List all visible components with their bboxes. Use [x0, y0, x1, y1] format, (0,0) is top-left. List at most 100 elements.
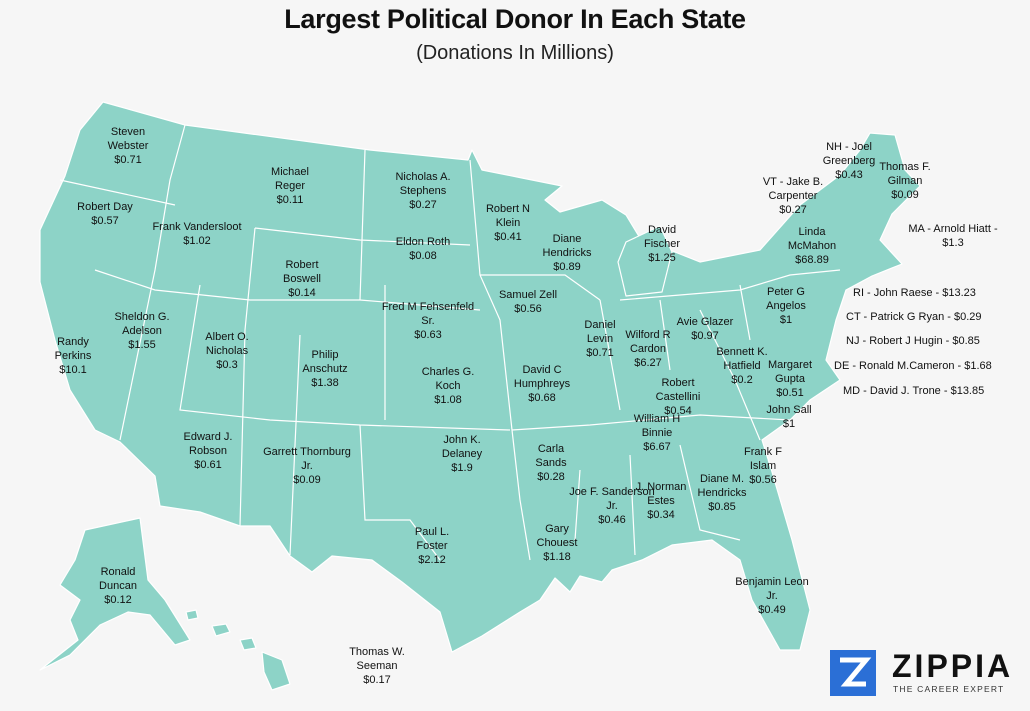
donor-name: Fred M Fehsenfeld Sr.: [381, 301, 475, 327]
state-borders: [59, 124, 841, 561]
title: Largest Political Donor In Each State: [284, 4, 746, 34]
donation-amount: $0.61: [194, 459, 222, 471]
state-label: Samuel Zell $0.56: [498, 288, 558, 316]
donor-name: Robert Boswell: [283, 259, 321, 285]
donation-amount: $6.27: [634, 357, 662, 369]
state-label: Joe F. Sanderson Jr. $0.46: [567, 485, 657, 527]
donor-name: Peter G Angelos: [766, 286, 806, 312]
state-label: Nicholas A. Stephens $0.27: [383, 170, 463, 212]
state-label: Diane M. Hendricks $0.85: [682, 472, 762, 514]
state-label: Linda McMahon $68.89: [782, 225, 842, 267]
hawaii-3: [239, 637, 257, 651]
logo-tagline: THE CAREER EXPERT: [893, 684, 1005, 694]
donor-name: Charles G. Koch: [421, 366, 475, 392]
michigan: [617, 225, 673, 297]
state-callout: MD - David J. Trone - $13.85: [843, 385, 985, 397]
hawaii-4: [261, 651, 291, 691]
border: [239, 227, 441, 561]
state-label: Gary Chouest $1.18: [527, 522, 587, 564]
donor-name: David C Humphreys: [513, 364, 571, 390]
donor-name: Edward J. Robson: [183, 431, 233, 457]
state-label: Diane Hendricks $0.89: [532, 232, 602, 274]
donation-amount: $2.12: [418, 554, 446, 566]
state-label: Paul L. Foster $2.12: [402, 525, 462, 567]
state-callout: NJ - Robert J Hugin - $0.85: [846, 335, 980, 347]
donation-amount: $0.27: [779, 204, 807, 216]
donor-name: Samuel Zell: [498, 289, 558, 301]
donation-amount: $68.89: [795, 254, 829, 266]
donation-amount: $0.49: [758, 604, 786, 616]
donation-amount: $0.71: [586, 347, 614, 359]
border: [119, 124, 186, 441]
donation-amount: $0.27: [409, 199, 437, 211]
donor-name: Joe F. Sanderson Jr.: [569, 486, 655, 512]
donor-name: Frank F Islam: [744, 446, 782, 472]
border: [619, 269, 841, 441]
state-label: Thomas W. Seeman $0.17: [337, 645, 417, 687]
donation-amount: $0.41: [494, 231, 522, 243]
donor-name: Frank Vandersloot: [152, 221, 242, 233]
state-label: Bennett K. Hatfield $0.2: [712, 345, 772, 387]
donor-name: Robert Day: [77, 201, 133, 213]
donor-name: Bennett K. Hatfield: [716, 346, 768, 372]
donation-amount: $1: [782, 418, 796, 430]
state-label: NH - Joel Greenberg $0.43: [814, 140, 884, 182]
state-label: Philip Anschutz $1.38: [290, 348, 360, 390]
state-label: Wilford R Cardon $6.27: [618, 328, 678, 370]
state-label: Benjamin Leon Jr. $0.49: [732, 575, 812, 617]
donation-amount: $0.71: [114, 154, 142, 166]
donor-name: Carla Sands: [535, 443, 567, 469]
donor-name: NH - Joel Greenberg: [822, 141, 876, 167]
state-label: Daniel Levin $0.71: [570, 318, 630, 360]
donor-name: John K. Delaney: [441, 434, 483, 460]
donor-name: Thomas W. Seeman: [349, 646, 405, 672]
donor-name: J. Norman Estes: [635, 481, 687, 507]
donor-name: Daniel Levin: [584, 319, 616, 345]
state-label: David Fischer $1.25: [632, 223, 692, 265]
state-label: John K. Delaney $1.9: [427, 433, 497, 475]
state-label: VT - Jake B. Carpenter $0.27: [756, 175, 831, 217]
donation-amount: $0.63: [414, 329, 442, 341]
donor-name: Ronald Duncan: [99, 566, 137, 592]
hawaii-1: [185, 609, 199, 621]
donor-name: Linda McMahon: [787, 226, 837, 252]
donor-name: John Sall: [766, 404, 812, 416]
donor-name: Eldon Roth: [395, 236, 451, 248]
hawaii-2: [211, 623, 231, 637]
donation-amount: $0.28: [537, 471, 565, 483]
state-label: Edward J. Robson $0.61: [173, 430, 243, 472]
state-label: David C Humphreys $0.68: [507, 363, 577, 405]
state-label: Charles G. Koch $1.08: [413, 365, 483, 407]
donor-name: Margaret Gupta: [767, 359, 813, 385]
donation-amount: $0.09: [293, 474, 321, 486]
donation-amount: $0.56: [749, 474, 777, 486]
donation-amount: $0.51: [776, 387, 804, 399]
donation-amount: $1.9: [451, 462, 473, 474]
donation-amount: $1.18: [543, 551, 571, 563]
donor-name: Garrett Thornburg Jr.: [263, 446, 351, 472]
donor-name: Thomas F. Gilman: [879, 161, 931, 187]
donor-name: Benjamin Leon Jr.: [735, 576, 809, 602]
donation-amount: $0.97: [691, 330, 719, 342]
contiguous-us: [39, 101, 921, 653]
donation-amount: $0.34: [647, 509, 675, 521]
state-label: Robert Castellini $0.54: [643, 376, 713, 418]
donation-amount: $0.43: [835, 169, 863, 181]
state-callout: CT - Patrick G Ryan - $0.29: [846, 311, 982, 323]
state-label: Michael Reger $0.11: [260, 165, 320, 207]
state-label: Frank F Islam $0.56: [733, 445, 793, 487]
donation-amount: $0.08: [409, 250, 437, 262]
donation-amount: $1: [779, 314, 793, 326]
donor-name: Nicholas A. Stephens: [395, 171, 451, 197]
border: [179, 149, 511, 431]
state-label: Peter G Angelos $1: [751, 285, 821, 327]
donor-name: Sheldon G. Adelson: [114, 311, 170, 337]
donor-name: Paul L. Foster: [414, 526, 450, 552]
donor-name: Michael Reger: [271, 166, 309, 192]
donor-name: Diane M. Hendricks: [697, 473, 747, 499]
alaska: [39, 517, 191, 671]
state-label: Albert O. Nicholas $0.3: [192, 330, 262, 372]
state-label: Eldon Roth $0.08: [393, 235, 453, 263]
donation-amount: $1.38: [311, 377, 339, 389]
